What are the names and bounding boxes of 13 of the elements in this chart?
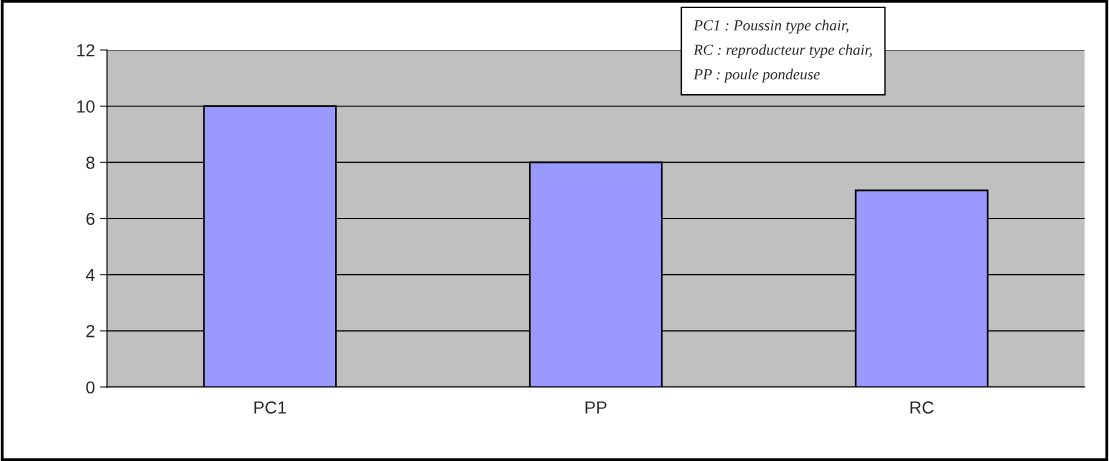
y-tick-label: 12 xyxy=(77,44,95,57)
x-tick-label: RC xyxy=(910,401,934,414)
y-tick-label: 8 xyxy=(86,156,95,169)
y-tick-label: 2 xyxy=(86,325,95,338)
y-tick-label: 4 xyxy=(85,269,95,281)
x-tick-label: PC1 xyxy=(254,401,286,414)
annotation: RC : reproducteur type chair, xyxy=(693,44,872,59)
y-tick-label: 6 xyxy=(86,212,95,225)
text: PC1 : Poussin type chair, xyxy=(693,19,849,34)
annotation: PP : poule pondeuse xyxy=(693,68,820,83)
y-tick-label: 0 xyxy=(86,381,95,394)
y-tick-label: 10 xyxy=(77,100,95,113)
x-tick-label: PP xyxy=(585,401,607,414)
